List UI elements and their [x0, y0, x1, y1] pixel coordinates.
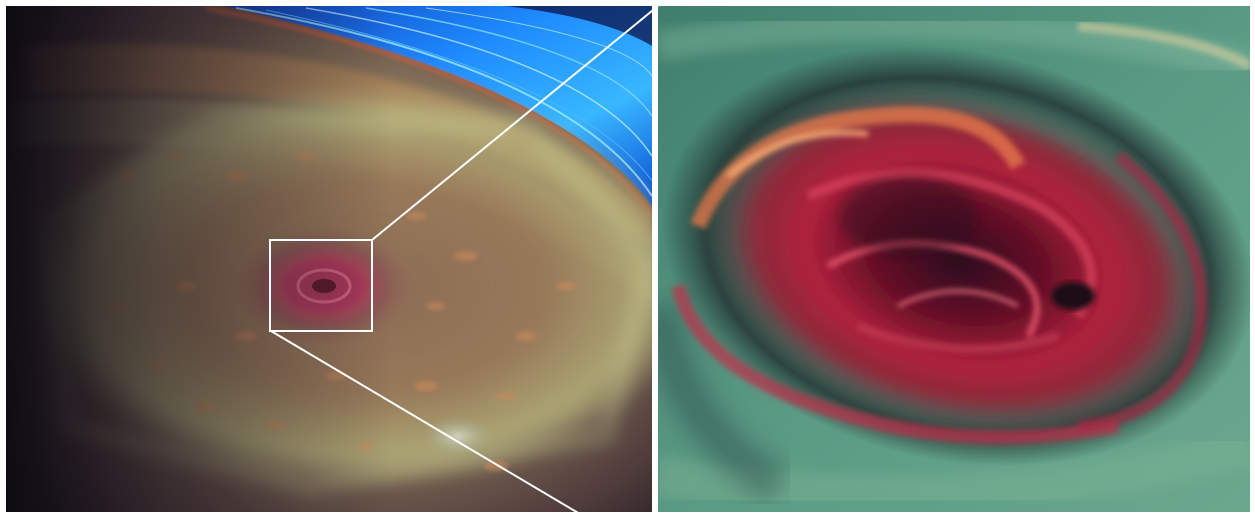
dark-band: [658, 302, 789, 504]
saturn-polar-illustration: [6, 6, 652, 512]
dark-pocket: [838, 176, 978, 256]
left-vignette: [6, 6, 652, 512]
cloud-band: [658, 426, 1250, 512]
vortex-body: [702, 84, 1214, 438]
cloud-band: [658, 10, 1250, 81]
vortex-closeup-image: [658, 6, 1250, 512]
vortex-eye: [1051, 282, 1095, 310]
vortex-illustration: [658, 6, 1250, 512]
swirl-arms: [671, 106, 1208, 445]
pale-streak: [1077, 21, 1250, 71]
saturn-polar-image: [6, 6, 652, 512]
